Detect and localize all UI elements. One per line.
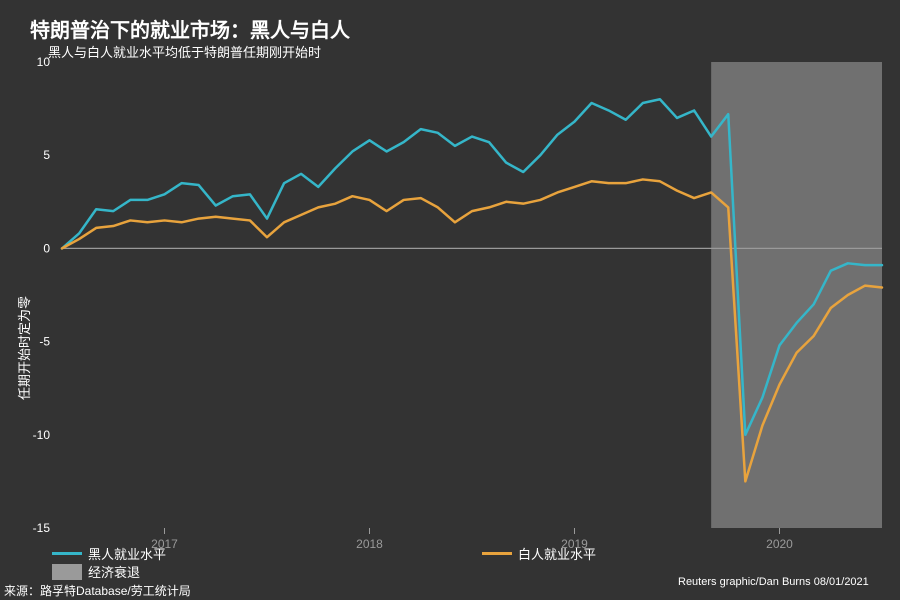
legend-swatch-black	[52, 552, 82, 555]
y-tick-label: 5	[43, 148, 50, 162]
legend-label-black: 黑人就业水平	[88, 544, 166, 563]
y-tick-label: -15	[33, 521, 51, 535]
legend-label-white: 白人就业水平	[518, 544, 596, 563]
credit-line: Reuters graphic/Dan Burns 08/01/2021	[678, 576, 869, 588]
legend-item-recession: 经济衰退	[52, 562, 140, 581]
legend-swatch-white	[482, 552, 512, 555]
source-line: 来源：路孚特Database/劳工统计局	[4, 582, 191, 599]
y-tick-label: -5	[39, 335, 50, 349]
chart-root: -15-10-505102017201820192020 特朗普治下的就业市场：…	[0, 0, 900, 600]
chart-svg: -15-10-505102017201820192020	[0, 0, 900, 600]
y-axis-label: 任期开始时定为零	[14, 296, 33, 400]
legend-item-black: 黑人就业水平	[52, 544, 166, 563]
x-tick-label: 2020	[766, 537, 793, 551]
x-tick-label: 2018	[356, 537, 383, 551]
chart-title: 特朗普治下的就业市场：黑人与白人	[30, 14, 350, 43]
legend-label-recession: 经济衰退	[88, 562, 140, 581]
legend-item-white: 白人就业水平	[482, 544, 596, 563]
y-tick-label: 0	[43, 241, 50, 255]
chart-subtitle: 黑人与白人就业水平均低于特朗普任期刚开始时	[48, 42, 321, 61]
y-tick-label: -10	[33, 428, 51, 442]
legend-swatch-recession	[52, 564, 82, 580]
